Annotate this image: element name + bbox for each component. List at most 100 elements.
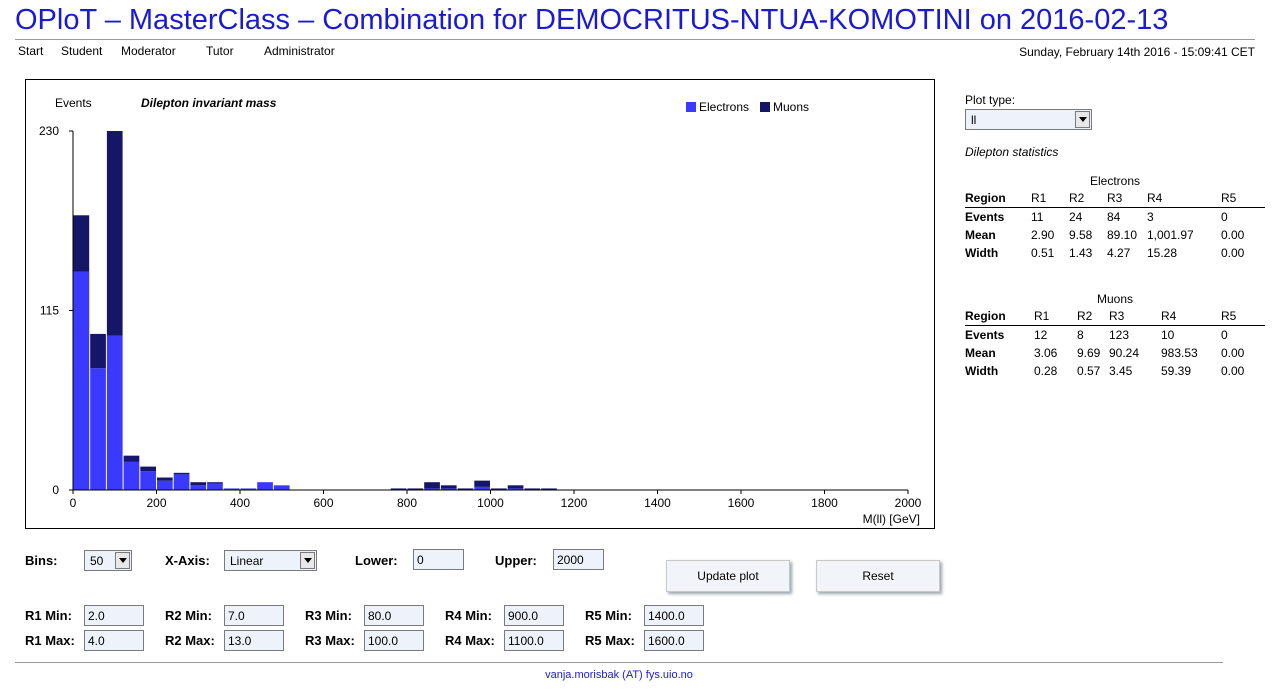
bar-electrons [507, 488, 524, 490]
plot-frame [25, 79, 935, 529]
table-header-cell: R3 [1107, 189, 1147, 208]
table-cell: 84 [1107, 210, 1121, 224]
plot-type-label: Plot type: [965, 93, 1016, 107]
table-cell: 89.10 [1107, 228, 1138, 242]
update-plot-button[interactable]: Update plot [666, 560, 790, 592]
r3-max-label: R3 Max: [305, 633, 355, 648]
r5-max-label: R5 Max: [585, 633, 635, 648]
x-tick-label: 1800 [811, 496, 838, 510]
table-cell: 0 [1221, 328, 1228, 342]
table-cell: 1.43 [1069, 246, 1093, 260]
table-cell: 983.53 [1161, 346, 1198, 360]
bar-muons [457, 488, 474, 490]
bar-muons [424, 482, 440, 489]
x-axis-select[interactable]: Linear [224, 550, 317, 571]
table-header-cell: R4 [1147, 189, 1221, 208]
r1-max-input[interactable] [84, 630, 144, 651]
r2-max-input[interactable] [224, 630, 284, 651]
nav-student[interactable]: Student [61, 44, 103, 58]
table-cell: 0 [1221, 210, 1228, 224]
bar-muons [491, 488, 507, 490]
x-tick-label: 800 [397, 496, 417, 510]
datetime: Sunday, February 14th 2016 - 15:09:41 CE… [1019, 45, 1255, 59]
table-row: Width 0.28 0.57 3.45 59.39 0.00 [965, 362, 1265, 380]
bar-muons [541, 488, 557, 490]
x-axis-label: M(ll) [GeV] [863, 512, 920, 526]
table-cell: 15.28 [1147, 246, 1178, 260]
bar-electrons [257, 482, 273, 490]
bar-electrons [157, 480, 173, 490]
bar-electrons [273, 485, 290, 490]
bar-muons [123, 455, 140, 462]
legend-swatch-muons [760, 102, 770, 112]
r5-max-input[interactable] [644, 630, 704, 651]
r5-min-label: R5 Min: [585, 608, 632, 623]
r4-max-input[interactable] [504, 630, 564, 651]
table-cell: 2.90 [1031, 228, 1055, 242]
r1-min-input[interactable] [84, 605, 144, 626]
nav-administrator[interactable]: Administrator [264, 44, 335, 58]
x-tick-label: 1600 [728, 496, 755, 510]
table-cell: 4.27 [1107, 246, 1131, 260]
r3-min-label: R3 Min: [305, 608, 352, 623]
bins-select[interactable]: 50 [84, 550, 132, 571]
plot-type-select[interactable]: ll [965, 109, 1092, 130]
r2-min-input[interactable] [224, 605, 284, 626]
table-row: Mean 3.06 9.69 90.24 983.53 0.00 [965, 344, 1265, 362]
bar-electrons [73, 271, 90, 490]
axes-group: 0 115 230 0 200 400 600 800 1000 1200 1400 1600 1800… [39, 124, 922, 510]
table-cell: 0.57 [1077, 364, 1101, 378]
table-row: Mean 2.90 9.58 89.10 1,001.97 0.00 [965, 226, 1265, 244]
bar-electrons [140, 471, 156, 490]
chart-legend: Electrons Muons [686, 100, 809, 114]
muons-stats-table: Region R1 R2 R3 R4 R5 Events 12 8 123 10… [965, 307, 1265, 380]
table-cell: 0.00 [1221, 246, 1245, 260]
bar-electrons [440, 488, 457, 490]
table-header-cell: R1 [1034, 307, 1077, 326]
table-cell: 11 [1031, 210, 1044, 224]
bins-label: Bins: [25, 553, 58, 568]
table-cell: Width [965, 364, 999, 378]
chevron-down-icon [1075, 111, 1090, 128]
table-header-row: Region R1 R2 R3 R4 R5 [965, 189, 1265, 208]
x-tick-label: 2000 [895, 496, 922, 510]
upper-input[interactable] [553, 549, 604, 570]
table-cell: 8 [1077, 328, 1084, 342]
lower-input[interactable] [413, 549, 464, 570]
reset-button[interactable]: Reset [816, 560, 940, 592]
r3-min-input[interactable] [364, 605, 424, 626]
table-header-cell: R1 [1031, 189, 1069, 208]
x-tick-label: 1000 [477, 496, 504, 510]
r3-max-input[interactable] [364, 630, 424, 651]
x-tick-label: 1200 [561, 496, 588, 510]
table-row: Width 0.51 1.43 4.27 15.28 0.00 [965, 244, 1265, 262]
bar-muons [440, 485, 457, 489]
nav-tutor[interactable]: Tutor [206, 44, 234, 58]
table-cell: Width [965, 246, 999, 260]
table-cell: 0.00 [1221, 346, 1245, 360]
muons-caption: Muons [1096, 292, 1134, 306]
legend-label-electrons: Electrons [699, 100, 749, 114]
upper-label: Upper: [495, 553, 537, 568]
footer-contact: vanja.morisbak (AT) fys.uio.no [545, 669, 693, 681]
r2-max-label: R2 Max: [165, 633, 215, 648]
r4-min-input[interactable] [504, 605, 564, 626]
r5-min-input[interactable] [644, 605, 704, 626]
x-tick-label: 400 [230, 496, 250, 510]
bar-electrons [90, 368, 106, 490]
nav-start[interactable]: Start [18, 44, 44, 58]
x-tick-label: 600 [313, 496, 333, 510]
footer-divider [15, 662, 1223, 663]
nav-moderator[interactable]: Moderator [121, 44, 176, 58]
table-cell: 9.58 [1069, 228, 1093, 242]
table-header-cell: Region [965, 189, 1031, 208]
table-header-cell: R5 [1221, 189, 1265, 208]
table-cell: 0.00 [1221, 228, 1245, 242]
table-header-cell: R2 [1077, 307, 1109, 326]
table-cell: 0.00 [1221, 364, 1245, 378]
chevron-down-icon [115, 552, 130, 569]
bar-electrons [207, 483, 223, 490]
bar-electrons [190, 485, 207, 490]
table-cell: Events [965, 328, 1005, 342]
table-header-row: Region R1 R2 R3 R4 R5 [965, 307, 1265, 326]
